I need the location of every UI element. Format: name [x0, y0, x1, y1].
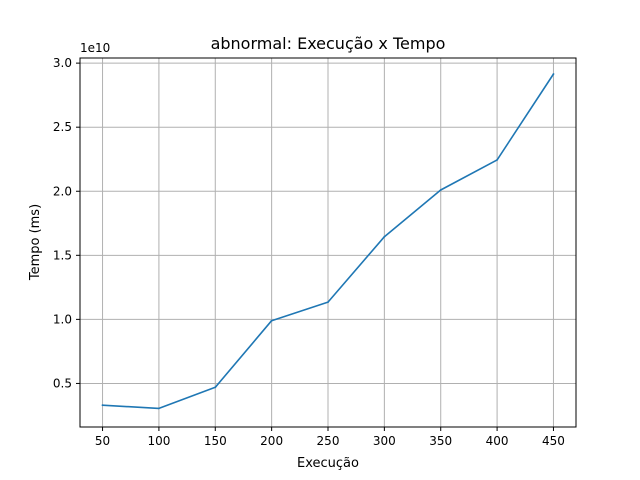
y-axis-ticks: 0.5 1.0 1.5 2.0 2.5 3.0	[53, 56, 80, 390]
y-axis-label: Tempo (ms)	[28, 204, 43, 281]
grid-lines	[80, 58, 576, 427]
data-point	[383, 235, 386, 238]
data-point	[214, 386, 217, 389]
x-tick-label: 100	[147, 434, 170, 448]
chart-title: abnormal: Execução x Tempo	[211, 34, 446, 53]
y-tick-label: 1.5	[53, 248, 72, 262]
data-point	[552, 73, 555, 75]
x-tick-label: 250	[317, 434, 340, 448]
y-tick-label: 2.0	[53, 184, 72, 198]
y-tick-label: 3.0	[53, 56, 72, 70]
y-tick-label: 0.5	[53, 376, 72, 390]
data-point	[496, 159, 498, 161]
data-point	[270, 319, 273, 322]
data-point	[439, 189, 442, 191]
x-tick-label: 350	[429, 434, 452, 448]
data-point	[327, 301, 329, 303]
x-tick-label: 200	[260, 434, 283, 448]
x-tick-label: 300	[373, 434, 396, 448]
y-tick-label: 1.0	[53, 312, 72, 326]
x-tick-label: 400	[486, 434, 509, 448]
x-tick-label: 50	[95, 434, 110, 448]
y-axis-offset-label: 1e10	[80, 41, 110, 55]
x-tick-label: 450	[542, 434, 565, 448]
x-axis-label: Execução	[297, 456, 359, 471]
data-point	[101, 404, 104, 407]
series-group	[101, 73, 555, 410]
data-point	[158, 407, 160, 410]
y-tick-label: 2.5	[53, 120, 72, 134]
x-axis-ticks: 50 100 150 200 250 300 350 400 450	[95, 427, 565, 448]
x-tick-label: 150	[204, 434, 227, 448]
